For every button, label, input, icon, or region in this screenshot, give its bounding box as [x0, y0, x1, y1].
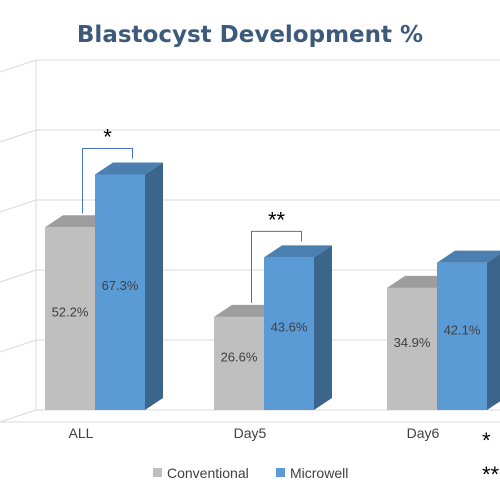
gridline-diagonal	[0, 339, 37, 353]
bar-day6-microwell	[437, 250, 500, 410]
gridline-diagonal	[0, 129, 37, 143]
labels-layer: 52.2% 26.6% 34.9% 67.3% 43.6% 42.1% ALL Day5 Day…	[52, 278, 481, 441]
bar-front	[95, 174, 145, 410]
gridline-diagonal	[0, 269, 37, 283]
data-label: 34.9%	[394, 335, 431, 350]
significance-layer: ******	[82, 124, 500, 487]
gridline-diagonal	[0, 199, 37, 213]
gridline-diagonal	[0, 409, 37, 423]
bar-front	[264, 257, 314, 410]
bar-side	[145, 162, 163, 410]
data-label: 26.6%	[221, 349, 258, 364]
significance-bracket	[82, 147, 133, 214]
legend-label: Microwell	[290, 465, 348, 481]
significance-marker: **	[268, 207, 286, 232]
bar-all-microwell	[95, 162, 163, 410]
bar-day5-microwell	[264, 245, 332, 410]
legend-label: Conventional	[167, 465, 249, 481]
category-label: Day5	[234, 425, 267, 441]
bar-front	[214, 316, 264, 410]
legend: Conventional Microwell	[153, 465, 348, 481]
category-label: ALL	[69, 425, 94, 441]
significance-bracket	[251, 230, 302, 303]
bars-layer	[45, 162, 500, 410]
bar-top	[437, 250, 500, 263]
gridline-diagonal	[0, 59, 37, 73]
legend-swatch	[153, 468, 162, 477]
significance-marker: *	[103, 124, 112, 149]
bar-top	[264, 245, 332, 258]
data-label: 67.3%	[102, 278, 139, 293]
legend-swatch	[276, 468, 285, 477]
data-label: 52.2%	[52, 305, 89, 320]
bar-top	[95, 162, 163, 175]
data-label: 43.6%	[271, 320, 308, 335]
category-label: Day6	[407, 425, 440, 441]
bar-side	[487, 253, 500, 410]
bar-front	[437, 262, 487, 410]
bar-front	[387, 287, 437, 410]
chart-title: Blastocyst Development %	[77, 22, 423, 48]
bar-side	[314, 245, 332, 410]
data-label: 42.1%	[444, 322, 481, 337]
footnote-marker: *	[482, 428, 491, 453]
bar-front	[45, 227, 95, 410]
footnote-marker: **	[482, 462, 500, 487]
